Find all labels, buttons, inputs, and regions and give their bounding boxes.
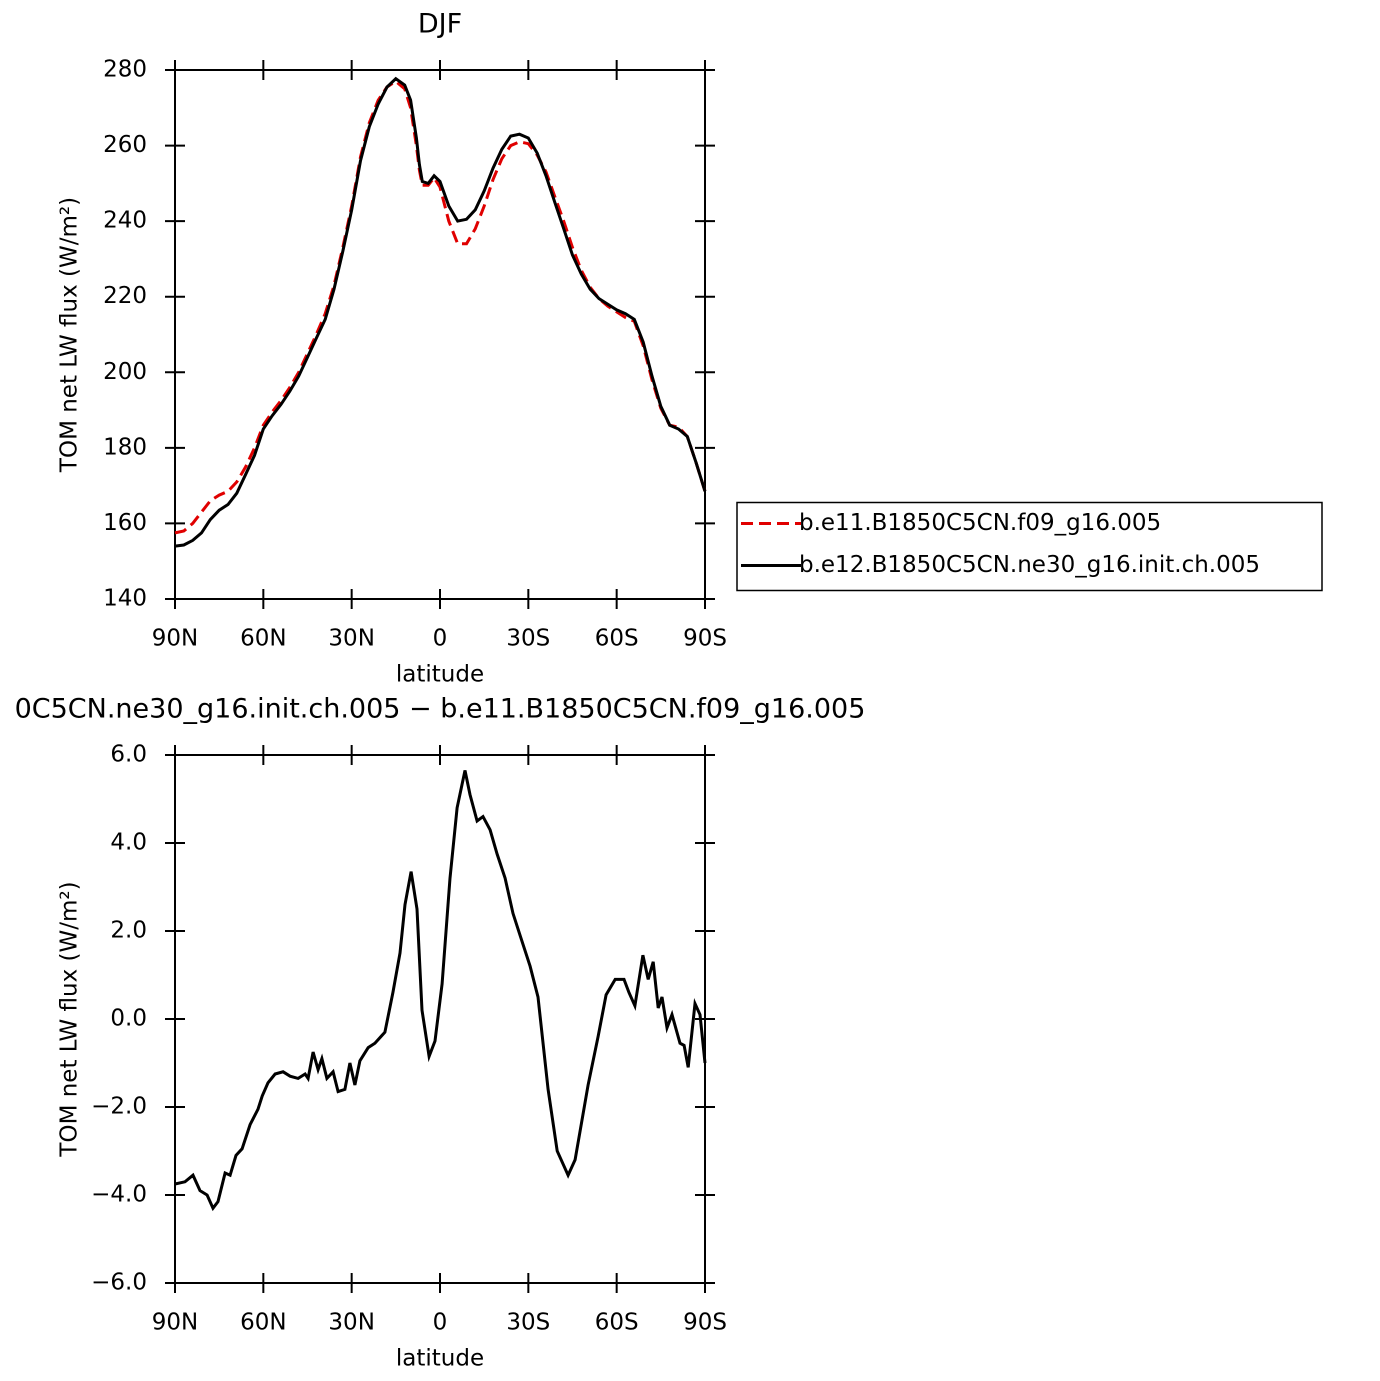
legend-frame — [736, 501, 1323, 592]
y-tick-label: 160 — [103, 510, 147, 536]
x-tick-label: 0 — [433, 1310, 448, 1336]
y-tick-label: 6.0 — [110, 742, 147, 768]
y-tick-label: 240 — [103, 208, 147, 234]
series-line — [174, 770, 707, 1212]
y-tick-label: 180 — [103, 434, 147, 460]
y-tick-label: 2.0 — [110, 918, 147, 944]
x-tick-label: 30S — [506, 626, 550, 652]
series-line — [174, 76, 707, 548]
x-tick-label: 60N — [240, 626, 286, 652]
x-axis-label: latitude — [396, 662, 484, 688]
y-tick-label: −4.0 — [91, 1182, 147, 1208]
plot-frame — [174, 69, 706, 600]
chart-title: DJF — [418, 9, 462, 40]
legend-label: b.e11.B1850C5CN.f09_g16.005 — [799, 510, 1161, 536]
x-tick-label: 90N — [152, 626, 198, 652]
series-line — [174, 79, 707, 535]
x-axis-label: latitude — [396, 1346, 484, 1372]
y-tick-label: 0.0 — [110, 1006, 147, 1032]
y-tick-label: 280 — [103, 57, 147, 83]
y-tick-label: 4.0 — [110, 830, 147, 856]
x-tick-label: 0 — [433, 626, 448, 652]
y-tick-label: −6.0 — [91, 1270, 147, 1296]
y-tick-label: 140 — [103, 586, 147, 612]
chart-title: 0C5CN.ne30_g16.init.ch.005 − b.e11.B1850… — [15, 694, 866, 725]
x-tick-label: 90S — [683, 626, 727, 652]
plot-frame — [174, 754, 706, 1284]
y-tick-label: 260 — [103, 132, 147, 158]
y-tick-label: 220 — [103, 283, 147, 309]
y-axis-label: TOM net LW flux (W/m²) — [57, 197, 83, 473]
x-tick-label: 60S — [595, 1310, 639, 1336]
x-tick-label: 30N — [328, 1310, 374, 1336]
x-tick-label: 30S — [506, 1310, 550, 1336]
y-tick-label: −2.0 — [91, 1094, 147, 1120]
y-axis-label: TOM net LW flux (W/m²) — [57, 881, 83, 1157]
x-tick-label: 60S — [595, 626, 639, 652]
x-tick-label: 90S — [683, 1310, 727, 1336]
x-tick-label: 60N — [240, 1310, 286, 1336]
x-tick-label: 90N — [152, 1310, 198, 1336]
legend-label: b.e12.B1850C5CN.ne30_g16.init.ch.005 — [799, 552, 1260, 578]
x-tick-label: 30N — [328, 626, 374, 652]
y-tick-label: 200 — [103, 359, 147, 385]
